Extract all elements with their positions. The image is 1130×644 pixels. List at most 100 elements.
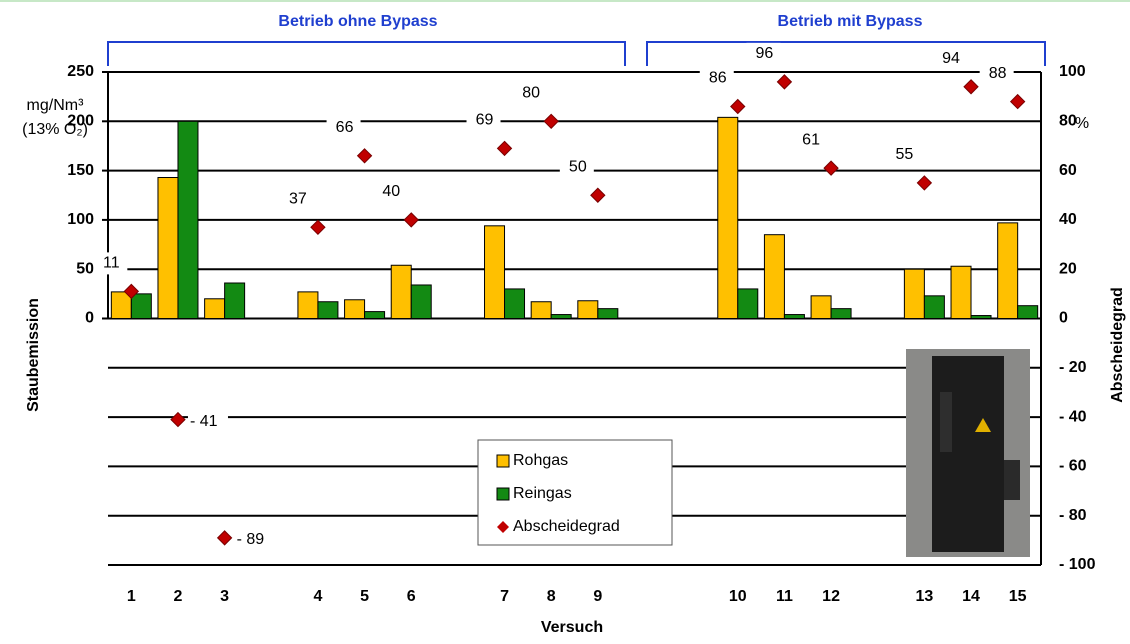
bar — [298, 292, 318, 319]
data-label: - 41 — [190, 413, 218, 430]
bar — [951, 266, 971, 318]
bar — [505, 289, 525, 319]
x-tick-label: 15 — [1009, 588, 1027, 605]
x-tick-label: 8 — [547, 588, 556, 605]
x-tick-label: 7 — [500, 588, 509, 605]
bar — [1018, 306, 1038, 319]
marker — [358, 149, 372, 163]
bar — [345, 300, 365, 319]
bar — [578, 301, 598, 319]
x-tick-label: 6 — [407, 588, 416, 605]
group-label: Betrieb mit Bypass — [778, 13, 923, 30]
photo-device — [932, 356, 1004, 552]
data-label: 96 — [756, 45, 774, 62]
chart: Betrieb ohne Bypass Betrieb mit Bypass m… — [0, 0, 1130, 639]
x-tick-label: 1 — [127, 588, 136, 605]
x-tick-label: 5 — [360, 588, 369, 605]
bar — [784, 315, 804, 319]
bar — [391, 265, 411, 318]
y2-tick-label: - 100 — [1059, 556, 1096, 573]
marker — [218, 531, 232, 545]
marker — [591, 188, 605, 202]
x-tick-label: 11 — [776, 588, 793, 605]
x-tick-label: 13 — [915, 588, 933, 605]
bar — [531, 302, 551, 319]
marker — [498, 141, 512, 155]
y2-tick-label: - 80 — [1059, 507, 1087, 524]
data-label: 50 — [569, 158, 587, 175]
legend-label: Rohgas — [513, 452, 568, 469]
bar — [551, 315, 571, 319]
bar — [998, 223, 1018, 319]
y2-tick-label: 60 — [1059, 162, 1077, 179]
y2-unit: % — [1075, 115, 1089, 132]
photo-panel — [940, 392, 952, 452]
y-tick-label: 200 — [67, 113, 94, 130]
x-tick-label: 10 — [729, 588, 747, 605]
bar — [598, 309, 618, 319]
legend-label: Reingas — [513, 485, 572, 502]
photo-motor — [1004, 460, 1020, 500]
bar — [811, 296, 831, 319]
group-bracket — [108, 42, 625, 66]
y-tick-label: 150 — [67, 162, 94, 179]
data-label: 61 — [802, 131, 820, 148]
data-label: 40 — [382, 183, 400, 200]
data-label: - 89 — [237, 531, 265, 548]
x-tick-label: 3 — [220, 588, 229, 605]
legend-swatch — [497, 488, 509, 500]
marker — [777, 75, 791, 89]
y2-tick-label: 80 — [1059, 113, 1077, 130]
bar — [318, 302, 338, 319]
y-tick-label: 100 — [67, 211, 94, 228]
y-tick-label: 250 — [67, 63, 94, 80]
group-bracket — [647, 42, 1045, 66]
bar — [131, 294, 151, 319]
y2-tick-label: 0 — [1059, 310, 1068, 327]
data-label: 66 — [336, 119, 354, 136]
y2-axis-title: Abscheidegrad — [1109, 287, 1126, 403]
bar — [831, 309, 851, 319]
legend-swatch — [497, 455, 509, 467]
marker — [731, 100, 745, 114]
x-tick-label: 12 — [822, 588, 840, 605]
bar — [178, 121, 198, 318]
x-tick-label: 14 — [962, 588, 980, 605]
y2-tick-label: - 40 — [1059, 408, 1087, 425]
marker — [171, 413, 185, 427]
marker — [917, 176, 931, 190]
y-tick-label: 50 — [76, 260, 94, 277]
bar — [365, 312, 385, 319]
bar — [738, 289, 758, 319]
data-label: 80 — [522, 85, 540, 102]
bar — [904, 269, 924, 318]
x-axis-title: Versuch — [541, 619, 603, 636]
y2-tick-label: - 20 — [1059, 359, 1087, 376]
group-label: Betrieb ohne Bypass — [278, 13, 437, 30]
bar — [225, 283, 245, 318]
x-tick-label: 2 — [174, 588, 183, 605]
y2-tick-label: 20 — [1059, 260, 1077, 277]
x-tick-label: 9 — [593, 588, 602, 605]
data-label: 11 — [103, 255, 120, 272]
data-label: 55 — [895, 146, 913, 163]
bar — [764, 235, 784, 319]
marker — [404, 213, 418, 227]
bar — [205, 299, 225, 319]
marker — [311, 220, 325, 234]
bar — [158, 178, 178, 319]
marker — [964, 80, 978, 94]
bar — [924, 296, 944, 319]
product-photo — [906, 349, 1030, 557]
bar — [411, 285, 431, 319]
bar — [971, 316, 991, 319]
data-label: 94 — [942, 50, 960, 67]
y-tick-label: 0 — [85, 310, 94, 327]
y2-tick-label: - 60 — [1059, 458, 1087, 475]
y2-tick-label: 40 — [1059, 211, 1077, 228]
y2-tick-label: 100 — [1059, 63, 1086, 80]
marker — [824, 161, 838, 175]
marker — [544, 114, 558, 128]
legend: RohgasReingasAbscheidegrad — [478, 440, 672, 545]
data-label: 69 — [476, 112, 494, 129]
